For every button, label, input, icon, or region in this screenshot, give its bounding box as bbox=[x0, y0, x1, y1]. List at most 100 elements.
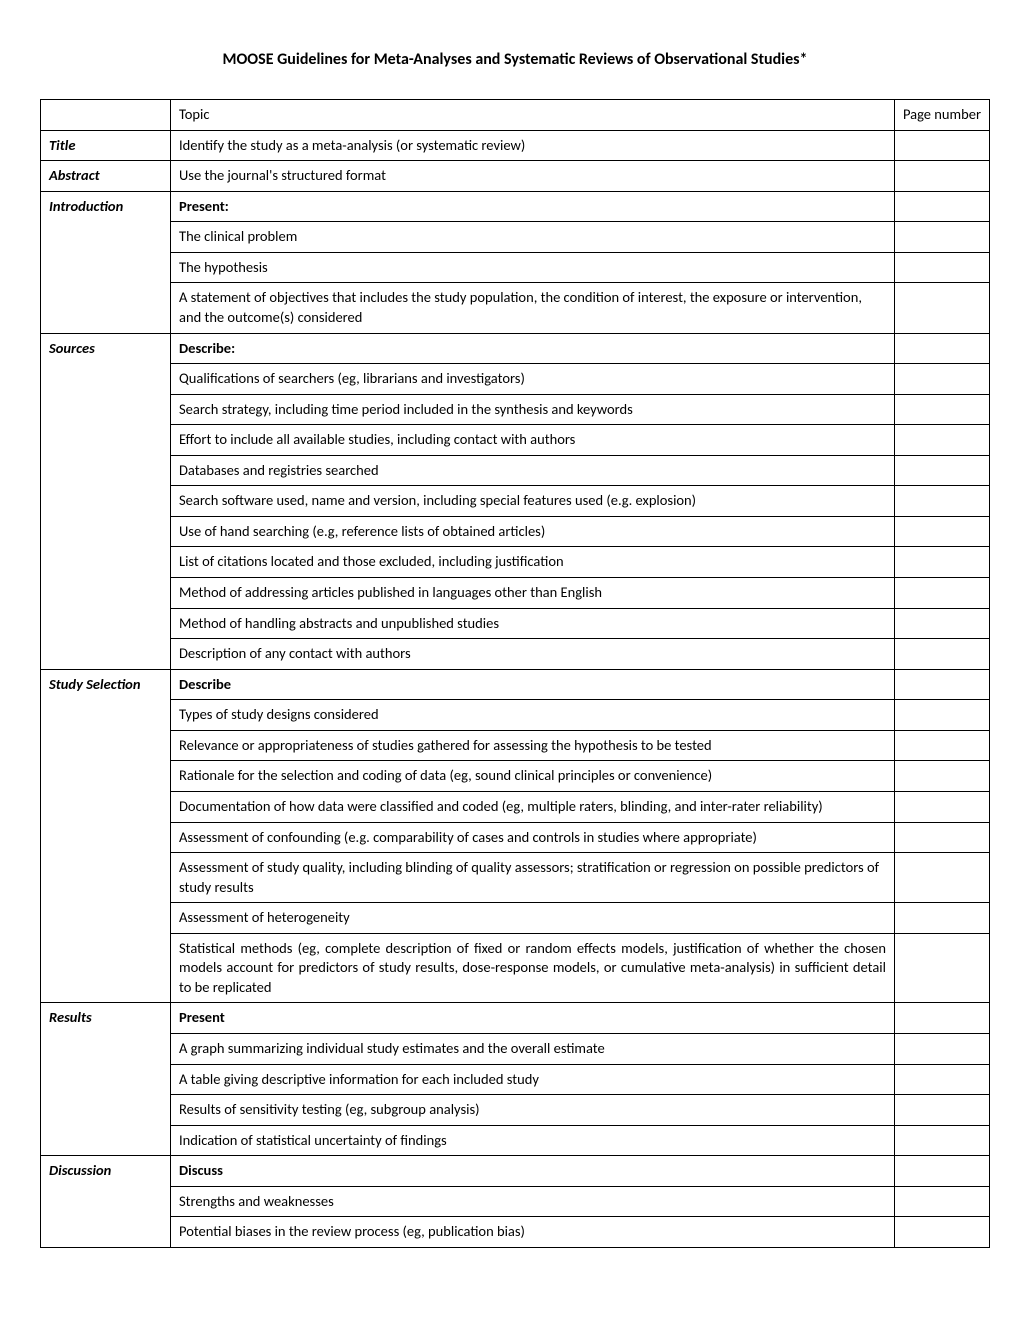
section-label-cell bbox=[41, 1034, 171, 1065]
topic-cell: Documentation of how data were classifie… bbox=[171, 791, 895, 822]
section-label-cell bbox=[41, 903, 171, 934]
section-label-cell bbox=[41, 791, 171, 822]
page-number-cell bbox=[894, 516, 989, 547]
table-row: Search strategy, including time period i… bbox=[41, 394, 990, 425]
topic-cell: Rationale for the selection and coding o… bbox=[171, 761, 895, 792]
topic-cell: Databases and registries searched bbox=[171, 455, 895, 486]
table-row: The clinical problem bbox=[41, 222, 990, 253]
section-label-cell bbox=[41, 547, 171, 578]
section-label-cell bbox=[41, 700, 171, 731]
page-number-cell bbox=[894, 700, 989, 731]
section-label-cell bbox=[41, 761, 171, 792]
section-label-cell bbox=[41, 1217, 171, 1248]
page-number-cell bbox=[894, 130, 989, 161]
section-label-cell bbox=[41, 455, 171, 486]
topic-cell: Use the journal's structured format bbox=[171, 161, 895, 192]
topic-cell: Potential biases in the review process (… bbox=[171, 1217, 895, 1248]
section-label-cell bbox=[41, 283, 171, 333]
page-number-cell bbox=[894, 364, 989, 395]
section-label-cell bbox=[41, 1064, 171, 1095]
section-label-cell: Title bbox=[41, 130, 171, 161]
table-row: Statistical methods (eg, complete descri… bbox=[41, 933, 990, 1003]
topic-cell: The hypothesis bbox=[171, 252, 895, 283]
topic-cell: Results of sensitivity testing (eg, subg… bbox=[171, 1095, 895, 1126]
page-number-cell bbox=[894, 394, 989, 425]
topic-cell: Indication of statistical uncertainty of… bbox=[171, 1125, 895, 1156]
table-header-page: Page number bbox=[894, 100, 989, 131]
section-label-cell bbox=[41, 516, 171, 547]
page-number-cell bbox=[894, 455, 989, 486]
topic-cell: Description of any contact with authors bbox=[171, 639, 895, 670]
page-number-cell bbox=[894, 669, 989, 700]
table-row: Effort to include all available studies,… bbox=[41, 425, 990, 456]
topic-cell: Method of handling abstracts and unpubli… bbox=[171, 608, 895, 639]
table-row: Assessment of study quality, including b… bbox=[41, 853, 990, 903]
table-row: Databases and registries searched bbox=[41, 455, 990, 486]
table-row: Relevance or appropriateness of studies … bbox=[41, 730, 990, 761]
section-label-cell bbox=[41, 1125, 171, 1156]
topic-cell: Describe bbox=[171, 669, 895, 700]
table-row: Documentation of how data were classifie… bbox=[41, 791, 990, 822]
topic-cell: The clinical problem bbox=[171, 222, 895, 253]
page-number-cell bbox=[894, 761, 989, 792]
page-number-cell bbox=[894, 822, 989, 853]
page-number-cell bbox=[894, 730, 989, 761]
table-header-topic: Topic bbox=[171, 100, 895, 131]
section-label-cell bbox=[41, 933, 171, 1003]
table-row: Method of addressing articles published … bbox=[41, 578, 990, 609]
page-number-cell bbox=[894, 1034, 989, 1065]
table-row: Qualifications of searchers (eg, librari… bbox=[41, 364, 990, 395]
table-row: Use of hand searching (e.g, reference li… bbox=[41, 516, 990, 547]
table-row: Types of study designs considered bbox=[41, 700, 990, 731]
page-number-cell bbox=[894, 1186, 989, 1217]
topic-cell: Effort to include all available studies,… bbox=[171, 425, 895, 456]
page-number-cell bbox=[894, 333, 989, 364]
page-title: MOOSE Guidelines for Meta-Analyses and S… bbox=[40, 50, 990, 69]
topic-cell: Statistical methods (eg, complete descri… bbox=[171, 933, 895, 1003]
table-row: A statement of objectives that includes … bbox=[41, 283, 990, 333]
topic-cell: Relevance or appropriateness of studies … bbox=[171, 730, 895, 761]
section-label-cell: Study Selection bbox=[41, 669, 171, 700]
page-number-cell bbox=[894, 161, 989, 192]
page-number-cell bbox=[894, 252, 989, 283]
section-label-cell bbox=[41, 578, 171, 609]
page-number-cell bbox=[894, 547, 989, 578]
table-row: Search software used, name and version, … bbox=[41, 486, 990, 517]
page-number-cell bbox=[894, 1064, 989, 1095]
table-row: Strengths and weaknesses bbox=[41, 1186, 990, 1217]
topic-cell: Search software used, name and version, … bbox=[171, 486, 895, 517]
table-row: A graph summarizing individual study est… bbox=[41, 1034, 990, 1065]
topic-cell: Method of addressing articles published … bbox=[171, 578, 895, 609]
topic-cell: Assessment of heterogeneity bbox=[171, 903, 895, 934]
table-row: Assessment of confounding (e.g. comparab… bbox=[41, 822, 990, 853]
table-row: The hypothesis bbox=[41, 252, 990, 283]
page-number-cell bbox=[894, 1156, 989, 1187]
topic-cell: Search strategy, including time period i… bbox=[171, 394, 895, 425]
page-number-cell bbox=[894, 1003, 989, 1034]
topic-cell: List of citations located and those excl… bbox=[171, 547, 895, 578]
page-number-cell bbox=[894, 1125, 989, 1156]
section-label-cell bbox=[41, 853, 171, 903]
topic-cell: Types of study designs considered bbox=[171, 700, 895, 731]
topic-cell: Identify the study as a meta-analysis (o… bbox=[171, 130, 895, 161]
section-label-cell bbox=[41, 425, 171, 456]
section-label-cell: Introduction bbox=[41, 191, 171, 222]
section-label-cell: Abstract bbox=[41, 161, 171, 192]
page-number-cell bbox=[894, 933, 989, 1003]
table-row: Rationale for the selection and coding o… bbox=[41, 761, 990, 792]
page-number-cell bbox=[894, 791, 989, 822]
section-label-cell bbox=[41, 1186, 171, 1217]
table-row: Potential biases in the review process (… bbox=[41, 1217, 990, 1248]
section-label-cell bbox=[41, 222, 171, 253]
table-row: SourcesDescribe: bbox=[41, 333, 990, 364]
page-number-cell bbox=[894, 578, 989, 609]
page-number-cell bbox=[894, 222, 989, 253]
section-label-cell bbox=[41, 822, 171, 853]
section-label-cell bbox=[41, 639, 171, 670]
page-number-cell bbox=[894, 1217, 989, 1248]
table-row: Study SelectionDescribe bbox=[41, 669, 990, 700]
page-number-cell bbox=[894, 639, 989, 670]
page-number-cell bbox=[894, 425, 989, 456]
table-row: DiscussionDiscuss bbox=[41, 1156, 990, 1187]
section-label-cell bbox=[41, 608, 171, 639]
